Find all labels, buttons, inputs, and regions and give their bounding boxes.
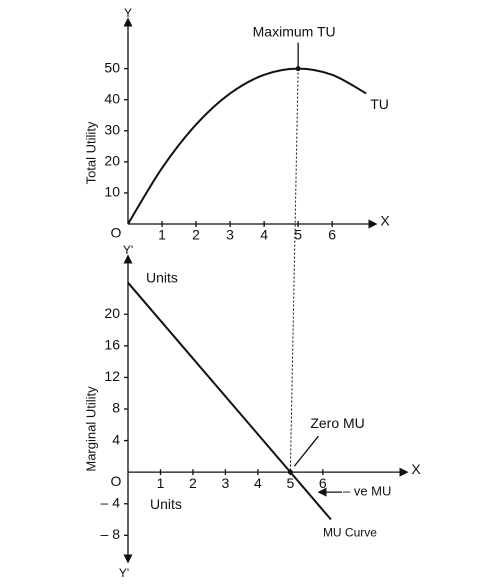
x-tick-label: 4 <box>260 227 268 243</box>
x-axis-letter: X <box>411 461 421 477</box>
y-tick-label: – 8 <box>101 526 121 542</box>
x-tick-label: 6 <box>328 227 336 243</box>
y-tick-label: 4 <box>112 431 120 447</box>
y-tick-label: 30 <box>104 121 120 137</box>
y-axis-label: Total Utility <box>83 121 98 184</box>
x-axis-letter: X <box>380 213 390 229</box>
annotation: – ve MU <box>343 484 391 499</box>
y-tick-label: 16 <box>104 337 120 353</box>
units-label: Units <box>146 269 178 285</box>
x-tick-label: 5 <box>286 475 294 491</box>
drop-line <box>289 68 299 473</box>
y-tick-label: – 4 <box>101 494 121 510</box>
x-tick-label: 2 <box>192 227 200 243</box>
zero-point <box>287 469 293 475</box>
x-tick-label: 4 <box>254 475 262 491</box>
series-label: TU <box>370 96 389 112</box>
x-tick-label: 2 <box>189 475 197 491</box>
y-tick-label: 10 <box>104 184 120 200</box>
origin-label: O <box>111 473 122 489</box>
origin-label: O <box>111 225 122 241</box>
y-axis-bottom-letter: Y' <box>119 566 129 580</box>
y-tick-label: 50 <box>104 59 120 75</box>
y-axis-letter: Y' <box>123 243 133 257</box>
annotation-leader <box>293 435 319 467</box>
y-tick-label: 12 <box>104 368 120 384</box>
x-tick-label: 6 <box>319 475 327 491</box>
annotation: Zero MU <box>310 415 364 431</box>
units-label: Units <box>150 496 182 512</box>
y-tick-label: 8 <box>112 400 120 416</box>
x-tick-label: 5 <box>294 227 302 243</box>
series-line <box>127 67 367 225</box>
x-tick-label: 1 <box>158 227 166 243</box>
x-tick-label: 1 <box>157 475 165 491</box>
annotation: Maximum TU <box>253 23 336 39</box>
y-tick-label: 40 <box>104 90 120 106</box>
y-tick-label: 20 <box>104 305 120 321</box>
x-tick-label: 3 <box>222 475 230 491</box>
y-axis-letter: Y <box>124 6 132 20</box>
y-tick-label: 20 <box>104 153 120 169</box>
series-label: MU Curve <box>323 526 377 540</box>
y-axis-label: Marginal Utility <box>83 386 98 472</box>
x-tick-label: 3 <box>226 227 234 243</box>
